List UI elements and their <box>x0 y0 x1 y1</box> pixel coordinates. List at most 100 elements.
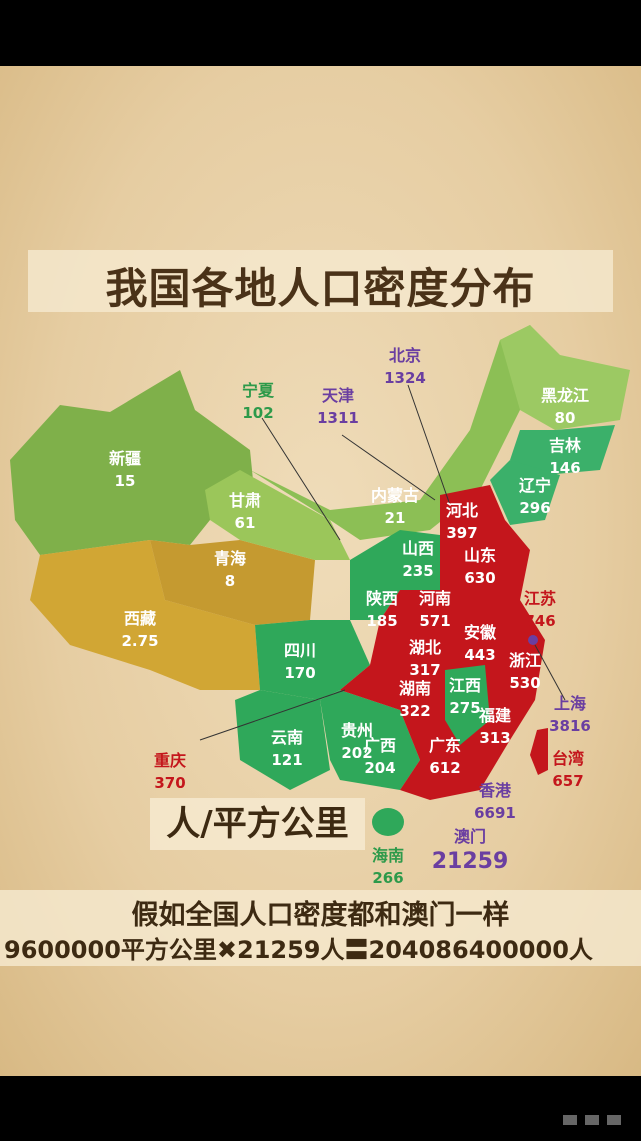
region-name: 安徽 <box>463 623 497 642</box>
region-label: 辽宁 296 <box>519 475 551 519</box>
footnote-line2: 9600000平方公里✖21259人〓204086400000人 <box>4 936 593 964</box>
region-shanghai <box>528 635 538 645</box>
footnote-banner <box>0 890 641 966</box>
region-value: 322 <box>399 702 431 720</box>
footer-icon <box>607 1115 621 1125</box>
region-value: 571 <box>419 612 451 630</box>
map-title: 我国各地人口密度分布 <box>105 264 536 313</box>
region-sichuan <box>255 620 370 700</box>
region-label: 上海 3816 <box>549 693 591 737</box>
region-value: 61 <box>234 514 256 532</box>
region-liaoning <box>490 460 560 525</box>
region-qinghai <box>150 540 315 625</box>
region-value: 530 <box>509 674 541 692</box>
region-label: 河北 397 <box>446 500 478 544</box>
region-name: 山西 <box>401 539 435 558</box>
region-xizang <box>30 540 260 690</box>
region-value: 8 <box>224 572 236 590</box>
region-name: 贵州 <box>340 721 374 740</box>
region-name: 江西 <box>448 676 482 695</box>
region-neimenggu <box>250 325 555 540</box>
region-label: 吉林 146 <box>549 435 581 479</box>
region-label: 天津 1311 <box>317 385 359 429</box>
region-name: 香港 <box>478 781 511 800</box>
region-name: 湖北 <box>408 638 442 657</box>
region-label: 河南 571 <box>419 588 451 632</box>
region-name: 浙江 <box>508 651 542 670</box>
region-label: 台湾 657 <box>552 748 584 792</box>
region-shanxi-yunnan-green <box>350 530 440 620</box>
region-name: 云南 <box>270 728 304 747</box>
region-label: 澳门 21259 <box>432 826 509 876</box>
region-value: 275 <box>449 699 481 717</box>
region-label: 内蒙古 21 <box>371 485 419 529</box>
region-value: 3816 <box>549 717 591 735</box>
footer-icon <box>563 1115 577 1125</box>
region-label: 香港 6691 <box>474 780 516 824</box>
region-value: 170 <box>284 664 316 682</box>
region-label: 湖北 317 <box>409 637 441 681</box>
region-label: 安徽 443 <box>464 622 496 666</box>
region-name: 北京 <box>388 346 421 365</box>
region-label: 浙江 530 <box>509 650 541 694</box>
region-name: 辽宁 <box>518 476 552 495</box>
region-name: 上海 <box>553 694 586 713</box>
region-value: 121 <box>271 751 303 769</box>
region-name: 台湾 <box>551 749 585 768</box>
region-value: 612 <box>429 759 461 777</box>
region-value: 21 <box>384 509 406 527</box>
region-name: 江苏 <box>523 589 557 608</box>
region-label: 山西 235 <box>402 538 434 582</box>
region-name: 山东 <box>463 546 497 565</box>
region-value: 102 <box>242 404 274 422</box>
footnote-line1: 假如全国人口密度都和澳门一样 <box>131 900 510 931</box>
region-value: 443 <box>464 646 496 664</box>
region-label: 宁夏 102 <box>242 380 274 424</box>
region-label: 云南 121 <box>271 727 303 771</box>
region-label: 青海 8 <box>214 548 246 592</box>
region-value: 296 <box>519 499 551 517</box>
region-heilongjiang <box>500 325 630 430</box>
region-name: 吉林 <box>548 436 582 455</box>
region-name: 内蒙古 <box>370 486 420 505</box>
region-guizhou-guangxi <box>320 690 420 790</box>
unit-label: 人/平方公里 <box>150 798 365 850</box>
region-jiangxi <box>445 665 490 745</box>
region-value: 630 <box>464 569 496 587</box>
region-label: 山东 630 <box>464 545 496 589</box>
region-value: 266 <box>372 869 404 887</box>
region-label: 海南 266 <box>372 845 404 889</box>
region-name: 海南 <box>371 846 405 865</box>
region-name: 新疆 <box>108 449 142 468</box>
region-name: 河北 <box>445 501 479 520</box>
region-name: 广东 <box>428 736 462 755</box>
region-name: 陕西 <box>365 589 399 608</box>
region-label: 新疆 15 <box>109 448 141 492</box>
region-name: 湖南 <box>398 679 432 698</box>
region-label: 广西 204 <box>364 735 396 779</box>
region-name: 西藏 <box>123 609 157 628</box>
region-value: 397 <box>446 524 478 542</box>
region-red-east <box>340 485 545 800</box>
region-label: 黑龙江 80 <box>541 385 589 429</box>
region-value: 746 <box>524 612 556 630</box>
region-name: 宁夏 <box>241 381 275 400</box>
region-label: 福建 313 <box>479 705 511 749</box>
region-label: 甘肃 61 <box>229 490 261 534</box>
region-name: 广西 <box>363 736 397 755</box>
region-yunnan <box>235 690 330 790</box>
region-value: 1311 <box>317 409 359 427</box>
footer-icons <box>563 1115 621 1125</box>
region-name: 黑龙江 <box>540 386 590 405</box>
region-value: 80 <box>554 409 576 427</box>
region-label: 四川 170 <box>284 640 316 684</box>
region-name: 青海 <box>213 549 247 568</box>
region-value: 204 <box>364 759 396 777</box>
region-xinjiang <box>10 370 255 555</box>
region-label: 北京 1324 <box>384 345 426 389</box>
region-value: 6691 <box>474 804 516 822</box>
region-jilin <box>510 425 615 475</box>
title-banner <box>28 250 613 312</box>
region-value: 313 <box>479 729 511 747</box>
